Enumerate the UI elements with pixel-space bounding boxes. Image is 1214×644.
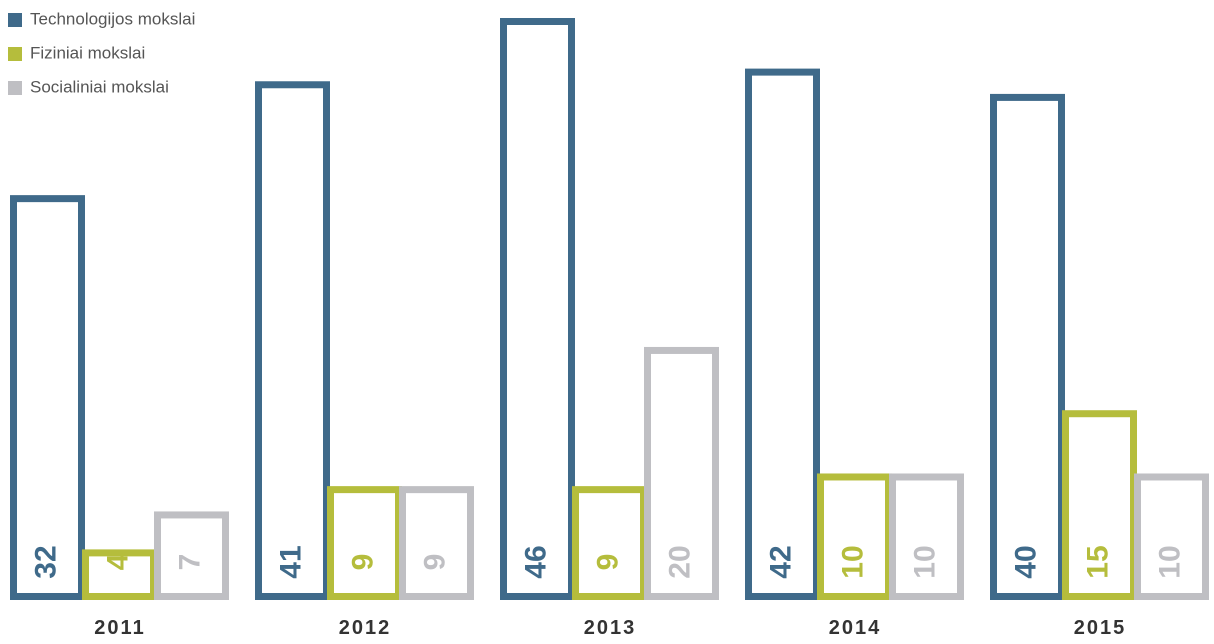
bar [154, 511, 229, 600]
value-label: 9 [591, 554, 624, 571]
legend-swatch [8, 47, 22, 61]
x-tick-label: 2012 [339, 617, 392, 639]
value-label: 46 [519, 545, 552, 578]
bar [500, 18, 575, 600]
bar [399, 486, 474, 600]
value-label: 10 [1153, 545, 1186, 578]
value-label: 7 [173, 554, 206, 571]
x-tick-label: 2014 [829, 617, 882, 639]
value-label: 9 [346, 554, 379, 571]
bar [82, 549, 157, 600]
legend-label: Socialiniai mokslai [30, 77, 169, 96]
x-tick-label: 2011 [94, 617, 145, 639]
legend-swatch [8, 13, 22, 27]
value-label: 9 [418, 554, 451, 571]
bar [327, 486, 402, 600]
bar [644, 346, 719, 600]
x-tick-label: 2015 [1074, 617, 1127, 639]
value-label: 32 [29, 545, 62, 578]
bar [817, 473, 892, 601]
legend-label: Technologijos mokslai [30, 9, 195, 28]
value-label: 10 [836, 545, 869, 578]
value-label: 4 [101, 553, 134, 570]
bar [1062, 410, 1137, 600]
bar [255, 81, 330, 601]
bar [1134, 473, 1209, 601]
legend-label: Fiziniai mokslai [30, 43, 145, 62]
bar [745, 68, 820, 600]
value-label: 15 [1081, 545, 1114, 578]
value-label: 42 [764, 545, 797, 578]
legend-swatch [8, 81, 22, 95]
value-label: 41 [274, 545, 307, 578]
bar [889, 473, 964, 601]
value-label: 10 [908, 545, 941, 578]
x-tick-label: 2013 [584, 617, 637, 639]
bar [990, 93, 1065, 600]
value-label: 40 [1009, 545, 1042, 578]
value-label: 20 [663, 545, 696, 578]
bar [572, 486, 647, 600]
bar [10, 195, 85, 600]
